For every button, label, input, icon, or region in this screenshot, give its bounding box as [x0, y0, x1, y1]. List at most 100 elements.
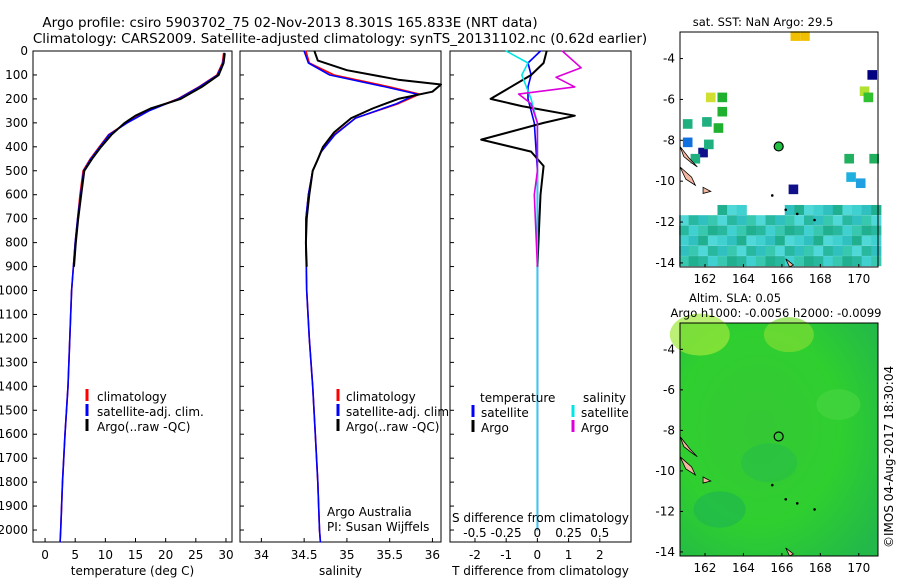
data-point [546, 50, 548, 52]
series-line-s-argo [517, 50, 582, 267]
data-point [64, 433, 66, 435]
data-point [218, 74, 220, 76]
data-point [530, 74, 532, 76]
island [679, 166, 697, 187]
sst-cell [707, 256, 718, 267]
s-tick-label: 0.5 [590, 526, 609, 540]
sst-map-title: sat. SST: NaN Argo: 29.5 [693, 15, 834, 29]
data-point [346, 69, 348, 71]
data-point [70, 289, 73, 292]
sst-cell [765, 256, 776, 267]
sst-cell [794, 215, 805, 226]
sst-cell [717, 106, 728, 117]
legend-label: Argo(..raw -QC) [346, 420, 439, 434]
sst-cell [704, 139, 714, 150]
data-point [533, 194, 535, 196]
islet [795, 212, 799, 216]
sst-cell [688, 256, 699, 267]
data-point [322, 146, 324, 148]
sst-cell [765, 235, 776, 246]
sst-cell [803, 215, 815, 226]
sst-cell [842, 235, 853, 246]
y-tick-label: 300 [5, 116, 28, 130]
sst-cell [823, 256, 834, 267]
sst-cell [803, 235, 815, 246]
islet [813, 508, 816, 511]
sst-cell [832, 235, 843, 246]
sst-cell [784, 256, 795, 267]
map-frame [679, 31, 879, 268]
sst-cell [790, 31, 801, 41]
sst-cell [746, 256, 757, 267]
sst-cell [688, 215, 699, 226]
sst-cell [800, 31, 810, 41]
x-tick-label: -1 [500, 548, 512, 562]
data-point [306, 218, 308, 220]
sst-cell [871, 204, 882, 216]
s-tick-label: 0.25 [555, 526, 582, 540]
data-point [149, 107, 152, 110]
header-line-2: Climatology: CARS2009. Satellite-adjuste… [33, 31, 647, 47]
x-tick-label: 10 [98, 548, 113, 562]
data-point [224, 52, 226, 54]
data-point [83, 170, 85, 172]
legend-label: climatology [346, 390, 416, 404]
data-point [354, 117, 357, 119]
data-point [313, 50, 316, 52]
sst-cell [679, 256, 690, 267]
y-tick-label: -8 [663, 423, 675, 437]
imos-stamp: ©IMOS 04-Aug-2017 18:30:04 [882, 366, 896, 548]
sst-cell [717, 92, 728, 103]
data-point [317, 481, 319, 483]
data-point [530, 98, 532, 100]
data-point [533, 122, 535, 124]
sst-cell [717, 256, 728, 267]
data-point [67, 385, 69, 387]
legend-label: satellite-adj. clim. [97, 405, 204, 419]
sst-cell [871, 235, 882, 246]
sst-cell [682, 119, 693, 129]
islet [784, 497, 788, 501]
y-tick-label: 1700 [0, 451, 28, 465]
x-tick-label: 36 [425, 548, 440, 562]
data-point [110, 134, 112, 136]
data-point [395, 103, 398, 105]
sst-cell [832, 215, 843, 226]
island [702, 186, 712, 194]
y-tick-label: -4 [663, 342, 675, 356]
data-point [574, 86, 576, 88]
sst-cell [803, 256, 815, 267]
sst-cell [823, 245, 834, 256]
sst-cell [855, 178, 866, 189]
salinity-panel: 34 34.5 35 35.5 36 salinity climatologysatelli… [239, 50, 453, 578]
y-tick-label: -14 [655, 545, 675, 559]
data-point [371, 107, 374, 110]
sst-cell [688, 225, 699, 236]
sst-cell [755, 215, 767, 226]
sst-cell [717, 215, 728, 226]
data-point [384, 86, 387, 88]
sst-cell [775, 235, 786, 246]
sst-cell [842, 225, 853, 236]
y-tick-label: -12 [655, 504, 675, 518]
sst-cell [871, 256, 882, 267]
sst-cell [727, 225, 738, 236]
sst-cell [861, 215, 872, 226]
data-point [80, 194, 82, 196]
legend-title-temperature: temperature [480, 391, 555, 405]
sla-blotch [763, 317, 814, 353]
legend-label: satellite [581, 406, 629, 420]
data-point [306, 289, 308, 292]
sst-cell [813, 204, 824, 216]
argo-position-marker [773, 141, 784, 152]
sst-cell [794, 245, 805, 256]
islet [784, 208, 788, 212]
y-tick-label: 100 [5, 68, 28, 82]
sst-cell [755, 245, 767, 256]
data-point [134, 115, 137, 117]
sst-cell [698, 215, 709, 226]
sst-cell [765, 225, 776, 236]
y-tick-label: -10 [655, 464, 675, 478]
legend-label: satellite [481, 406, 529, 420]
sla-map-title: Altim. SLA: 0.05 [689, 291, 781, 305]
